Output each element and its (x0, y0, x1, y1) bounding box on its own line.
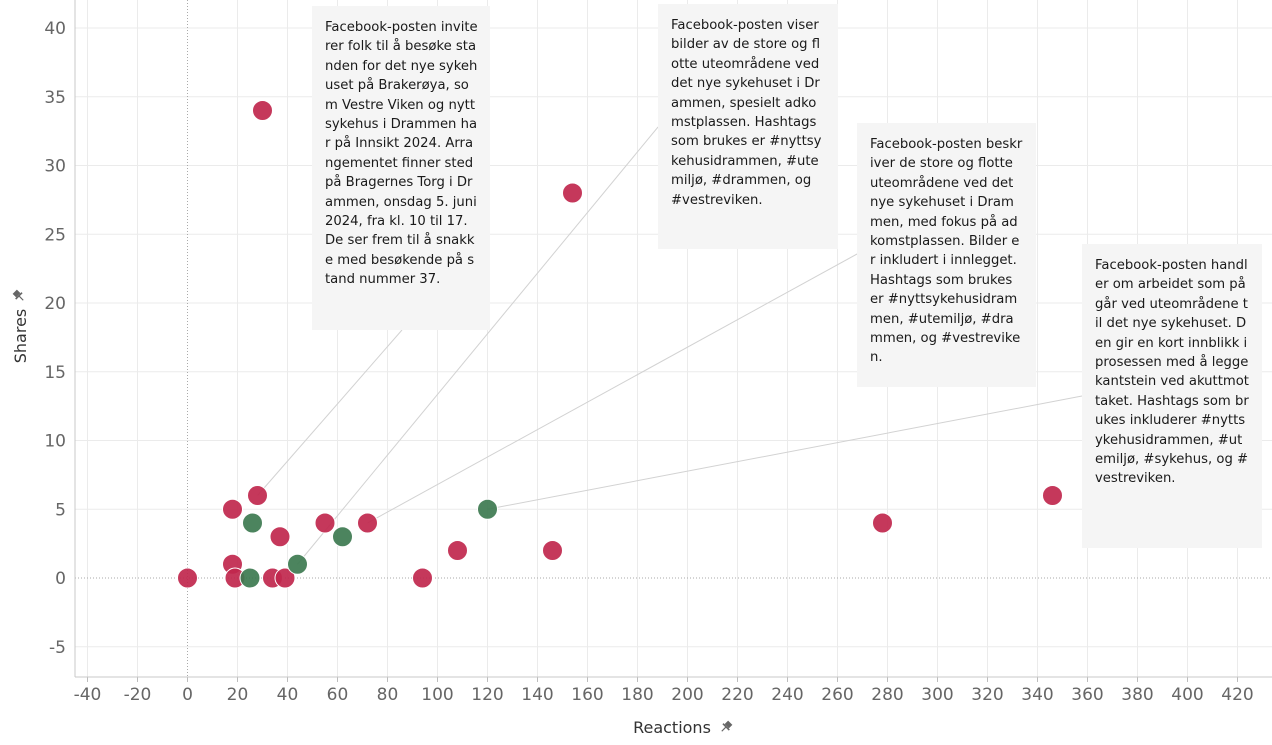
data-point[interactable] (314, 512, 336, 534)
x-tick-label: 140 (521, 685, 553, 705)
annotation-box-4: Facebook-posten handler om arbeidet som … (1082, 244, 1262, 548)
annotation-box-3: Facebook-posten beskriver de store og fl… (857, 123, 1036, 387)
y-tick-label: 25 (44, 225, 66, 245)
data-point[interactable] (269, 526, 291, 548)
data-point[interactable] (252, 100, 273, 121)
data-points (177, 100, 1063, 589)
x-axis-pin-icon[interactable] (719, 720, 734, 735)
x-tick-label: 260 (821, 685, 853, 705)
annotation-leader-line (487, 395, 1083, 510)
data-point[interactable] (287, 553, 308, 575)
data-point[interactable] (357, 512, 378, 534)
y-tick-label: 5 (55, 500, 66, 520)
y-axis-title[interactable]: Shares (11, 309, 30, 364)
x-tick-label: 160 (571, 685, 603, 705)
x-axis: -40 -20 0 20 40 60 80 100 120 140 160 180 200 220 240 2… (74, 676, 1272, 705)
data-point[interactable] (477, 498, 498, 520)
x-tick-label: 320 (971, 685, 1003, 705)
data-point[interactable] (872, 512, 893, 534)
y-axis: -5 0 5 10 15 20 25 30 35 40 (44, 0, 76, 677)
x-tick-label: 380 (1121, 685, 1153, 705)
annotation-leader-line (367, 253, 858, 524)
y-tick-label: 35 (44, 88, 66, 108)
y-tick-label: 30 (44, 157, 66, 177)
data-point[interactable] (447, 540, 468, 561)
x-tick-label: 60 (327, 685, 349, 705)
data-point[interactable] (247, 485, 268, 506)
data-point[interactable] (177, 567, 198, 589)
y-tick-label: 20 (44, 294, 66, 314)
data-point[interactable] (332, 526, 353, 548)
x-tick-label: 80 (377, 685, 399, 705)
y-axis-pin-icon[interactable] (12, 289, 27, 304)
x-axis-title[interactable]: Reactions (633, 718, 711, 737)
x-tick-label: 180 (621, 685, 653, 705)
x-tick-label: 0 (182, 685, 193, 705)
x-tick-label: 240 (771, 685, 803, 705)
x-tick-label: 20 (227, 685, 249, 705)
x-tick-label: 360 (1071, 685, 1103, 705)
x-tick-label: -40 (74, 685, 102, 705)
data-point[interactable] (412, 567, 433, 589)
y-tick-label: 40 (44, 19, 66, 39)
zero-lines (75, 0, 1272, 677)
annotation-leader-line (257, 329, 403, 496)
x-tick-label: 420 (1221, 685, 1253, 705)
data-point[interactable] (242, 512, 263, 534)
x-tick-label: 120 (471, 685, 503, 705)
x-tick-label: -20 (124, 685, 152, 705)
data-point[interactable] (222, 498, 243, 520)
annotation-box-1: Facebook-posten inviterer folk til å bes… (312, 6, 490, 330)
annotation-leader-line (297, 126, 659, 565)
y-tick-label: 0 (55, 569, 66, 589)
x-tick-label: 340 (1021, 685, 1053, 705)
x-tick-label: 280 (871, 685, 903, 705)
data-point[interactable] (274, 567, 296, 589)
x-tick-label: 40 (277, 685, 299, 705)
x-tick-label: 400 (1171, 685, 1203, 705)
data-point[interactable] (562, 182, 583, 204)
data-point[interactable] (1042, 485, 1063, 506)
annotation-box-2: Facebook-posten viser bilder av de store… (658, 4, 838, 249)
data-point[interactable] (239, 567, 261, 589)
y-tick-label: -5 (49, 638, 66, 658)
x-tick-label: 300 (921, 685, 953, 705)
y-tick-label: 10 (44, 432, 66, 452)
data-point[interactable] (542, 540, 563, 561)
x-tick-label: 220 (721, 685, 753, 705)
annotation-leader-lines (257, 126, 1083, 565)
x-tick-label: 100 (421, 685, 453, 705)
y-tick-label: 15 (44, 363, 66, 383)
x-tick-label: 200 (671, 685, 703, 705)
